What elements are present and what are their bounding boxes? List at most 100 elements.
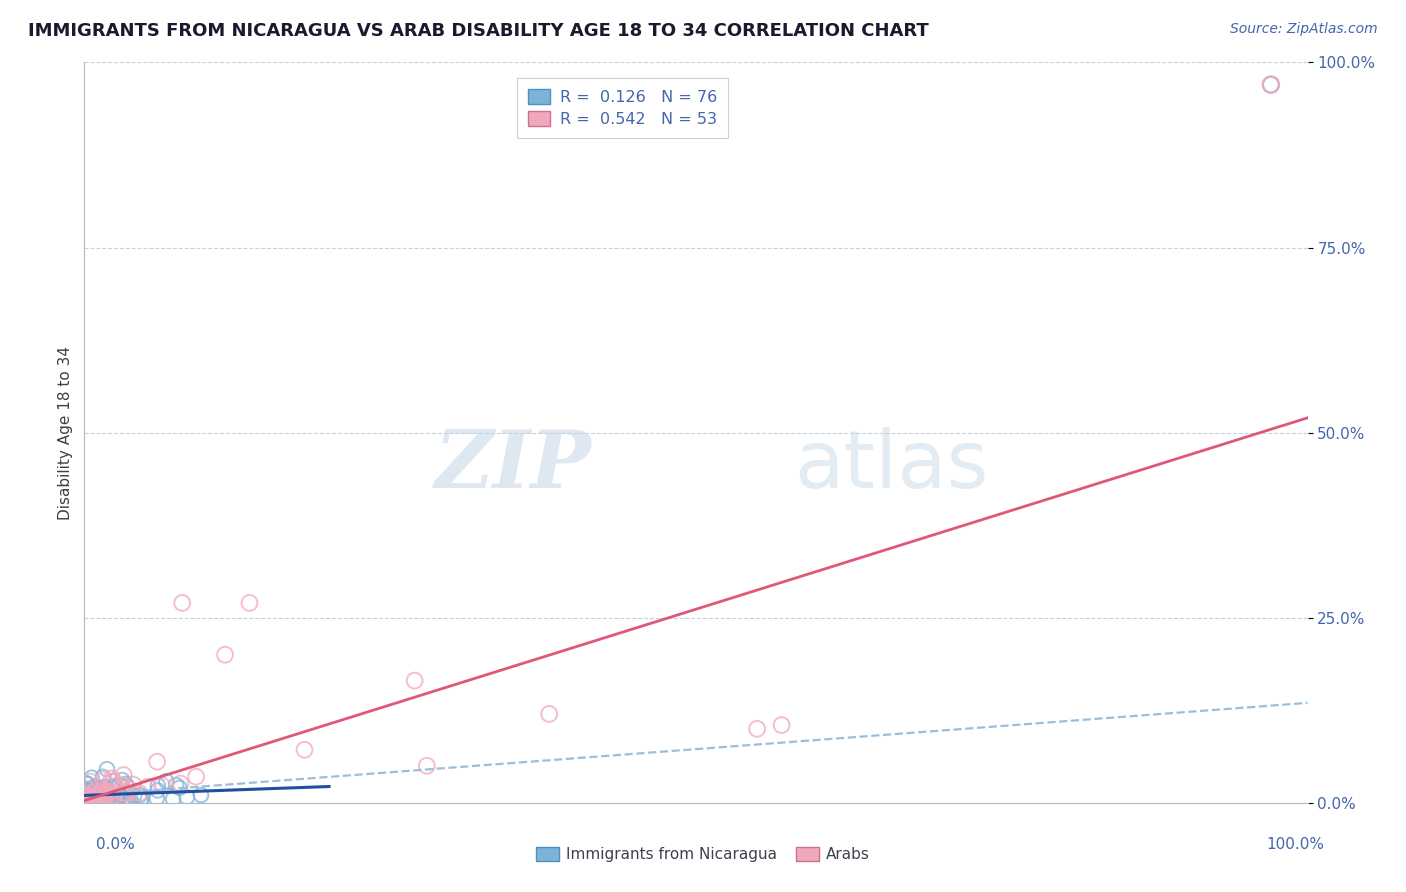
Point [84, 786, 107, 800]
Point [80, 791, 103, 805]
Text: atlas: atlas [794, 427, 988, 505]
Point [87, 789, 110, 803]
Point [84, 794, 107, 808]
Point [91, 794, 114, 808]
Point [146, 791, 169, 805]
Point [150, 778, 173, 792]
Point [82, 784, 104, 798]
Point [94, 790, 117, 805]
Point [172, 596, 194, 610]
Text: IMMIGRANTS FROM NICARAGUA VS ARAB DISABILITY AGE 18 TO 34 CORRELATION CHART: IMMIGRANTS FROM NICARAGUA VS ARAB DISABI… [28, 22, 929, 40]
Point [101, 789, 124, 803]
Point [100, 774, 122, 789]
Point [90, 792, 112, 806]
Point [82, 789, 104, 803]
Text: 0.0%: 0.0% [96, 838, 135, 852]
Point [101, 772, 124, 786]
Point [90, 788, 112, 802]
Point [75, 789, 97, 803]
Point [94, 780, 117, 795]
Point [96, 762, 118, 776]
Point [112, 768, 135, 782]
Point [122, 778, 145, 792]
Point [93, 787, 115, 801]
Point [79, 793, 101, 807]
Point [112, 792, 135, 806]
Point [131, 790, 153, 805]
Point [77, 793, 100, 807]
Point [104, 780, 127, 795]
Point [176, 790, 198, 805]
Point [97, 793, 120, 807]
Point [90, 784, 112, 798]
Point [84, 793, 107, 807]
Point [108, 778, 131, 792]
Point [129, 793, 152, 807]
Point [416, 758, 439, 772]
Point [77, 796, 100, 810]
Point [93, 772, 115, 787]
Point [94, 780, 117, 794]
Point [146, 779, 169, 793]
Legend: R =  0.126   N = 76, R =  0.542   N = 53: R = 0.126 N = 76, R = 0.542 N = 53 [517, 78, 728, 138]
Point [107, 789, 129, 804]
Point [118, 793, 141, 807]
Point [75, 794, 97, 808]
Point [122, 789, 145, 803]
Point [155, 774, 177, 789]
Point [90, 795, 112, 809]
Point [101, 780, 124, 794]
Point [770, 718, 793, 732]
Point [93, 795, 115, 809]
Point [90, 786, 112, 800]
Point [111, 779, 134, 793]
Point [76, 795, 98, 809]
Point [294, 743, 316, 757]
Point [80, 790, 103, 805]
Point [75, 791, 97, 805]
Point [169, 780, 191, 795]
Point [120, 783, 142, 797]
Point [98, 787, 121, 801]
Text: ZIP: ZIP [434, 427, 592, 505]
Point [112, 786, 135, 800]
Point [75, 776, 97, 790]
Point [165, 778, 187, 792]
Point [114, 793, 136, 807]
Point [83, 780, 105, 794]
Point [87, 792, 110, 806]
Point [82, 785, 104, 799]
Y-axis label: Disability Age 18 to 34: Disability Age 18 to 34 [58, 345, 73, 520]
Point [169, 776, 191, 790]
Point [111, 772, 134, 787]
Point [114, 777, 136, 791]
Point [79, 774, 101, 789]
Point [76, 789, 98, 804]
Point [91, 770, 114, 784]
Point [97, 786, 120, 800]
Point [77, 795, 100, 809]
Point [110, 789, 132, 804]
Point [90, 789, 112, 803]
Point [103, 774, 125, 789]
Point [87, 786, 110, 800]
Point [93, 790, 115, 805]
Point [83, 782, 105, 797]
Point [538, 706, 561, 721]
Point [75, 788, 97, 802]
Point [1260, 78, 1282, 92]
Point [82, 789, 104, 804]
Point [76, 794, 98, 808]
Point [87, 782, 110, 797]
Point [103, 788, 125, 802]
Point [129, 788, 152, 802]
Point [80, 771, 103, 785]
Point [214, 648, 236, 662]
Point [96, 789, 118, 803]
Point [91, 791, 114, 805]
Point [91, 791, 114, 805]
Point [84, 791, 107, 805]
Point [115, 779, 138, 793]
Point [1260, 78, 1282, 92]
Point [80, 784, 103, 798]
